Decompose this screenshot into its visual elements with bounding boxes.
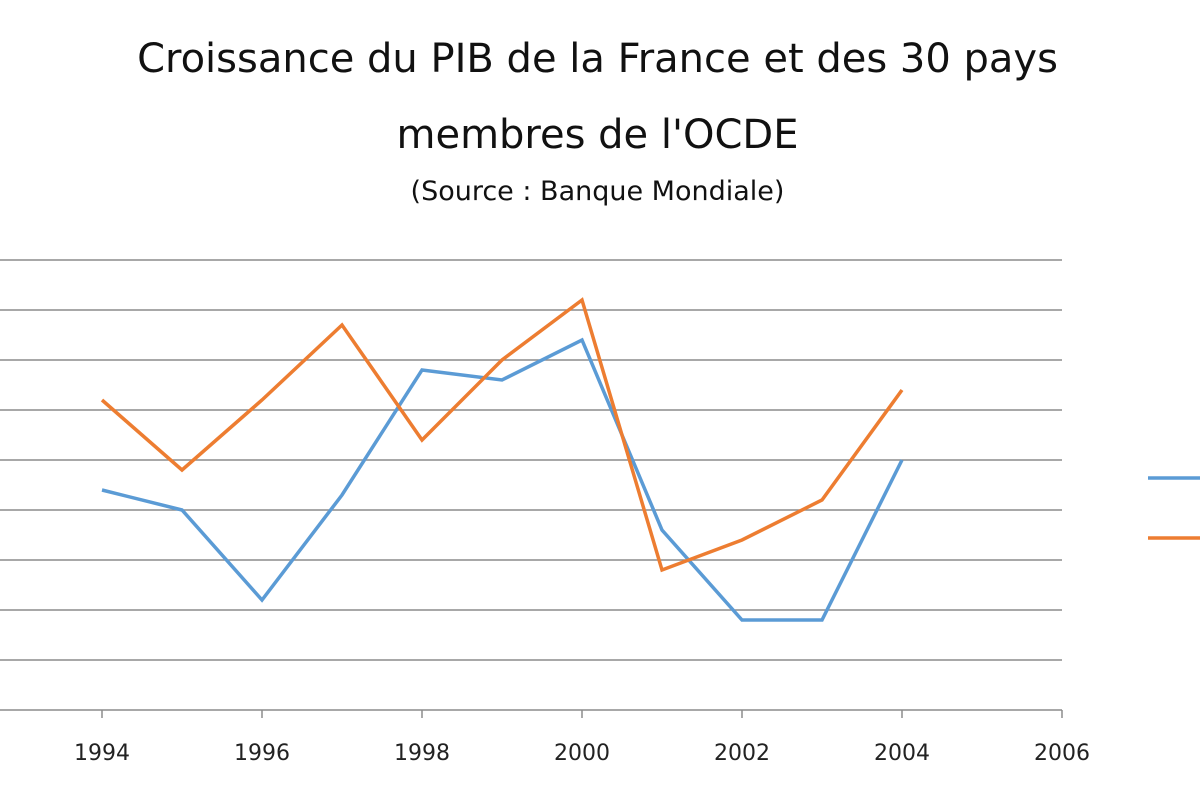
series-line-2 <box>100 297 904 573</box>
chart-title: Croissance du PIB de la France et des 30… <box>137 36 1058 82</box>
x-tick-label: 1996 <box>234 741 290 766</box>
series-line-1 <box>101 337 904 622</box>
x-tick-label: 2002 <box>714 741 770 766</box>
x-tick-label: 2004 <box>874 741 930 766</box>
chart-title-line2: membres de l'OCDE <box>396 112 799 158</box>
x-tick-label: 2006 <box>1034 741 1090 766</box>
x-axis: 1994 1996 1998 2000 2002 2004 2006 <box>0 709 1090 766</box>
series-lines <box>100 297 904 622</box>
x-tick-label: 1998 <box>394 741 450 766</box>
legend <box>1148 476 1200 540</box>
x-tick-label: 2000 <box>554 741 610 766</box>
gridlines <box>0 259 1062 661</box>
chart-subtitle: (Source : Banque Mondiale) <box>410 176 785 207</box>
x-tick-label: 1994 <box>74 741 130 766</box>
